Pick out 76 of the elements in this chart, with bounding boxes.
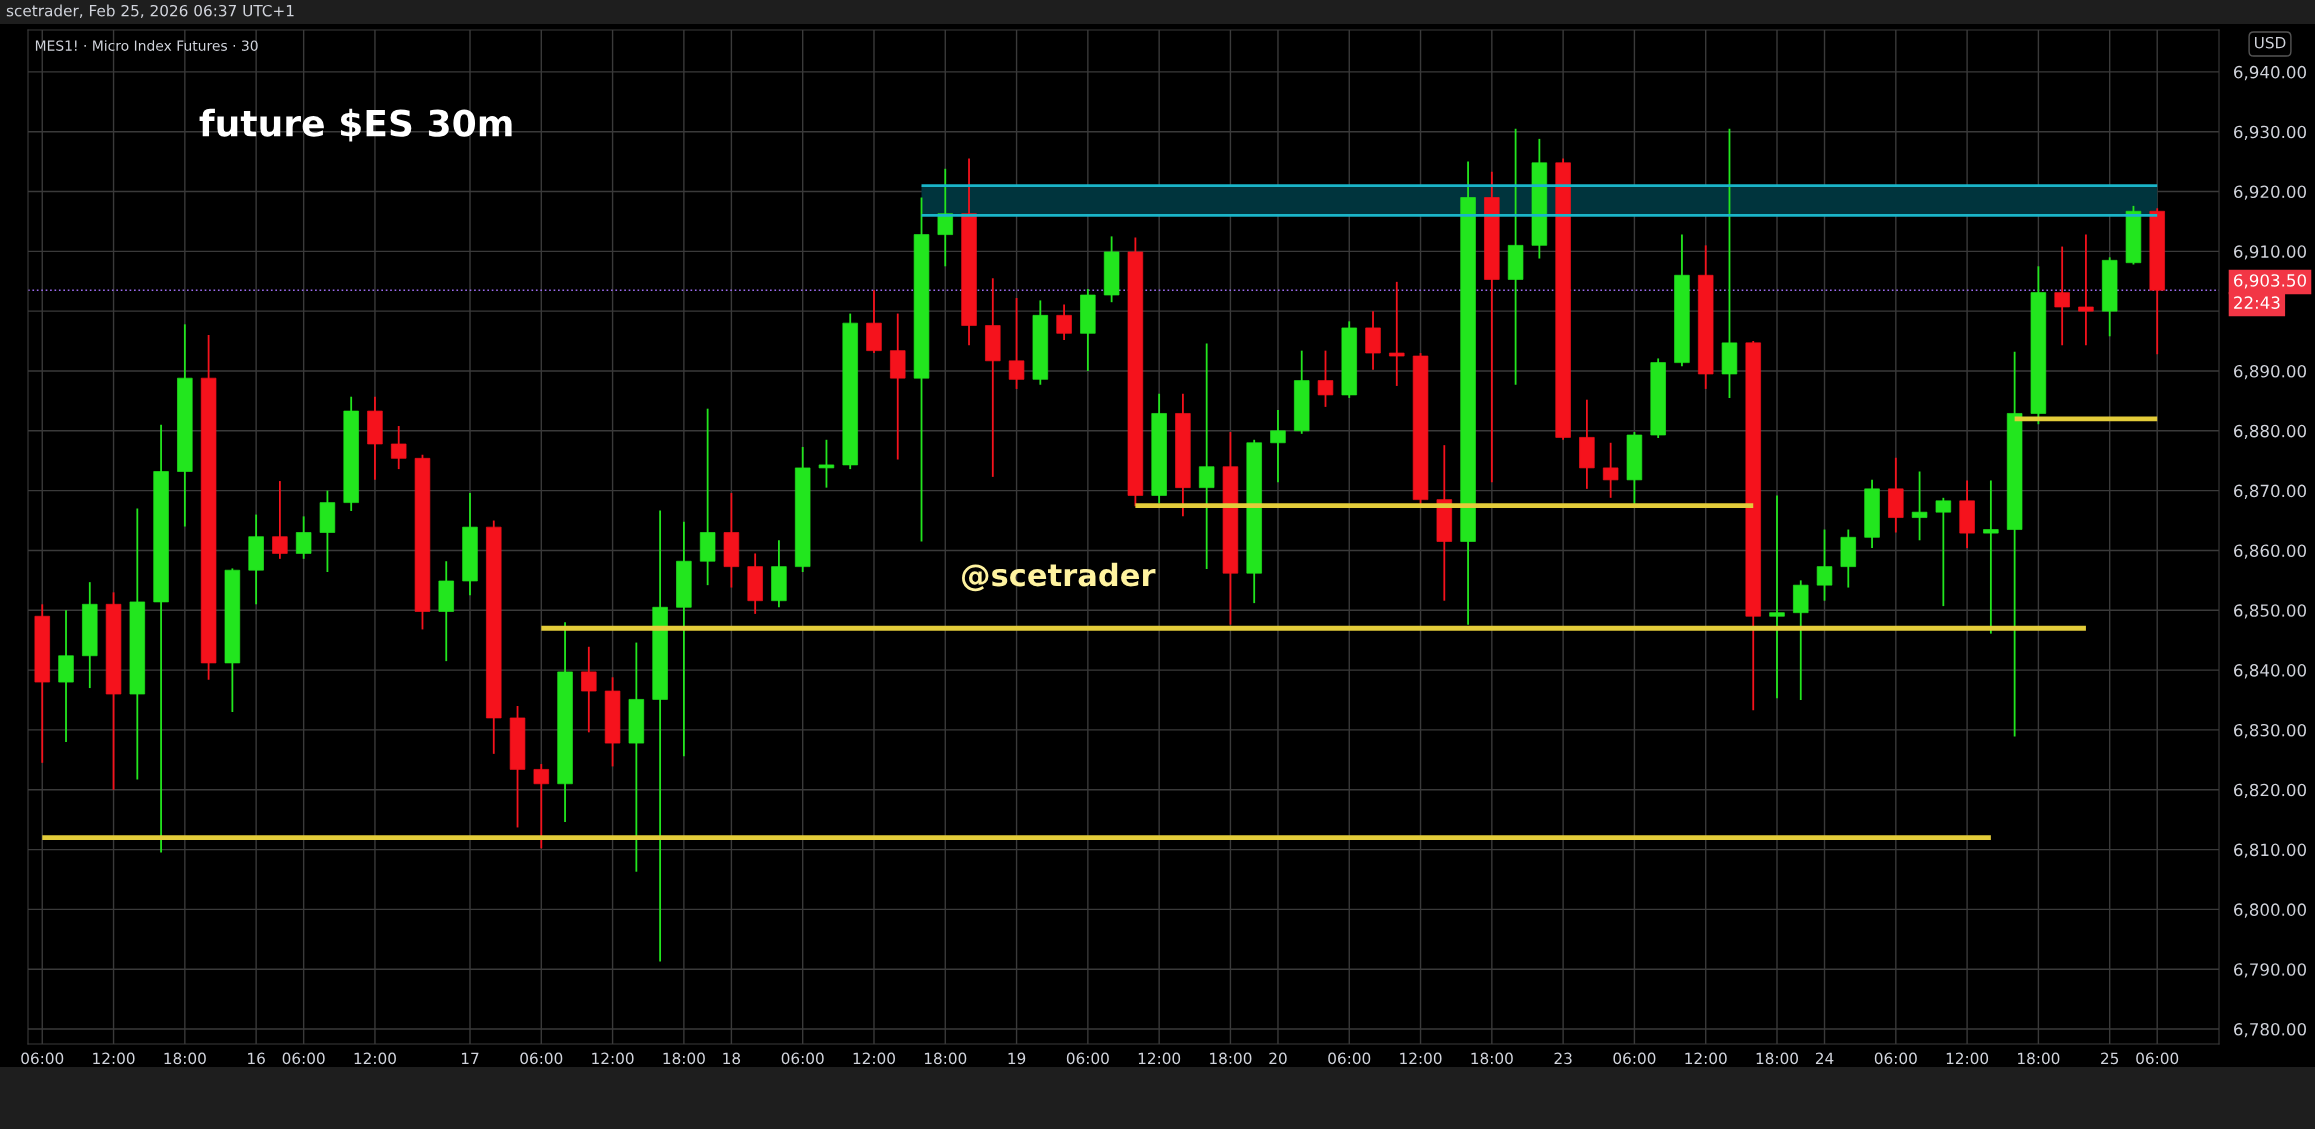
x-tick-label: 06:00 [1066, 1052, 1109, 1065]
y-tick-label: 6,780.00 [2234, 1023, 2306, 1038]
candlestick [533, 763, 550, 850]
text: scetrader, Feb 25, 2026 06:37 UTC+1 [6, 4, 294, 18]
x-tick-label: 12:00 [592, 1052, 634, 1065]
x-tick-label: 18:00 [1210, 1052, 1252, 1065]
x-tick-label: 18:00 [663, 1052, 705, 1065]
candlestick [1816, 528, 1833, 602]
x-tick-label: 24 [1815, 1052, 1834, 1064]
x-tick-label: 06:00 [781, 1052, 824, 1065]
candlestick [390, 425, 407, 471]
y-tick-label: 6,880.00 [2234, 424, 2306, 440]
candlestick [1983, 479, 1999, 635]
x-tick-label: 23 [1554, 1052, 1572, 1065]
text: future $ES 30m [199, 108, 512, 142]
candlestick [1198, 342, 1215, 570]
candlestick [937, 167, 953, 268]
candlestick [295, 515, 312, 560]
y-tick-label: 6,850.00 [2234, 604, 2306, 619]
x-tick-label: 12:00 [93, 1052, 135, 1065]
y-tick-label: 6,920.00 [2234, 185, 2306, 200]
text: 22:43 [2234, 296, 2280, 309]
x-tick-label: 12:00 [354, 1052, 396, 1065]
candlestick [1769, 494, 1785, 700]
y-tick-label: 6,810.00 [2234, 843, 2306, 858]
x-tick-label: 12:00 [1138, 1052, 1181, 1065]
x-tick-label: 18:00 [924, 1052, 967, 1065]
x-tick-label: 18:00 [1471, 1052, 1513, 1065]
x-tick-label: 18:00 [2018, 1052, 2060, 1065]
y-tick-label: 6,790.00 [2234, 963, 2306, 978]
x-tick-label: 06:00 [2136, 1052, 2179, 1065]
x-tick-label: 12:00 [1400, 1052, 1442, 1065]
candlestick [1317, 349, 1334, 408]
text: USD [2255, 36, 2286, 49]
x-tick-label: 18:00 [1756, 1052, 1798, 1065]
candlestick [1935, 496, 1952, 608]
candlestick [1008, 297, 1025, 390]
text: MES1! · Micro Index Futures · 30 [35, 40, 258, 51]
y-tick-label: 6,930.00 [2234, 125, 2306, 140]
candlestick [1056, 303, 1072, 341]
x-tick-label: 12:00 [1946, 1052, 1989, 1065]
x-tick-label: 06:00 [282, 1052, 325, 1065]
x-tick-label: 06:00 [520, 1052, 563, 1065]
candlestick [1911, 470, 1928, 542]
y-tick-label: 6,890.00 [2234, 364, 2306, 380]
x-tick-label: 19 [1008, 1052, 1026, 1065]
x-tick-label: 18:00 [164, 1052, 206, 1065]
x-tick-label: 20 [1269, 1052, 1287, 1065]
annotation: @scetrader [962, 562, 1156, 592]
candlestick [272, 480, 288, 560]
x-tick-label: 12:00 [853, 1052, 895, 1065]
y-tick-label: 6,840.00 [2234, 664, 2306, 679]
x-tick-label: 12:00 [1685, 1052, 1727, 1065]
candlestick [1389, 280, 1405, 387]
y-tick-label: 6,830.00 [2234, 723, 2306, 739]
x-tick-label: 06:00 [1874, 1052, 1917, 1065]
x-tick-label: 18 [723, 1052, 741, 1065]
y-tick-label: 6,870.00 [2234, 484, 2306, 499]
y-tick-label: 6,820.00 [2234, 783, 2306, 799]
y-tick-label: 6,940.00 [2234, 65, 2306, 81]
y-tick-label: 6,860.00 [2234, 544, 2306, 559]
candlestick [2078, 233, 2094, 347]
candlestick [581, 645, 597, 734]
y-tick-label: 6,910.00 [2234, 245, 2306, 260]
x-tick-label: 25 [2101, 1052, 2119, 1065]
ref-line-label: 6,903.50 [2234, 274, 2306, 289]
x-tick-label: 17 [461, 1052, 479, 1064]
x-tick-label: 16 [248, 1052, 265, 1065]
x-tick-label: 06:00 [1613, 1052, 1656, 1065]
candlestick [1270, 408, 1286, 484]
y-tick-label: 6,800.00 [2234, 903, 2306, 918]
candlestick [818, 438, 835, 489]
x-tick-label: 06:00 [1328, 1052, 1371, 1065]
candlestick [1602, 441, 1619, 499]
candlestick [2054, 245, 2070, 347]
x-tick-label: 06:00 [21, 1052, 64, 1065]
